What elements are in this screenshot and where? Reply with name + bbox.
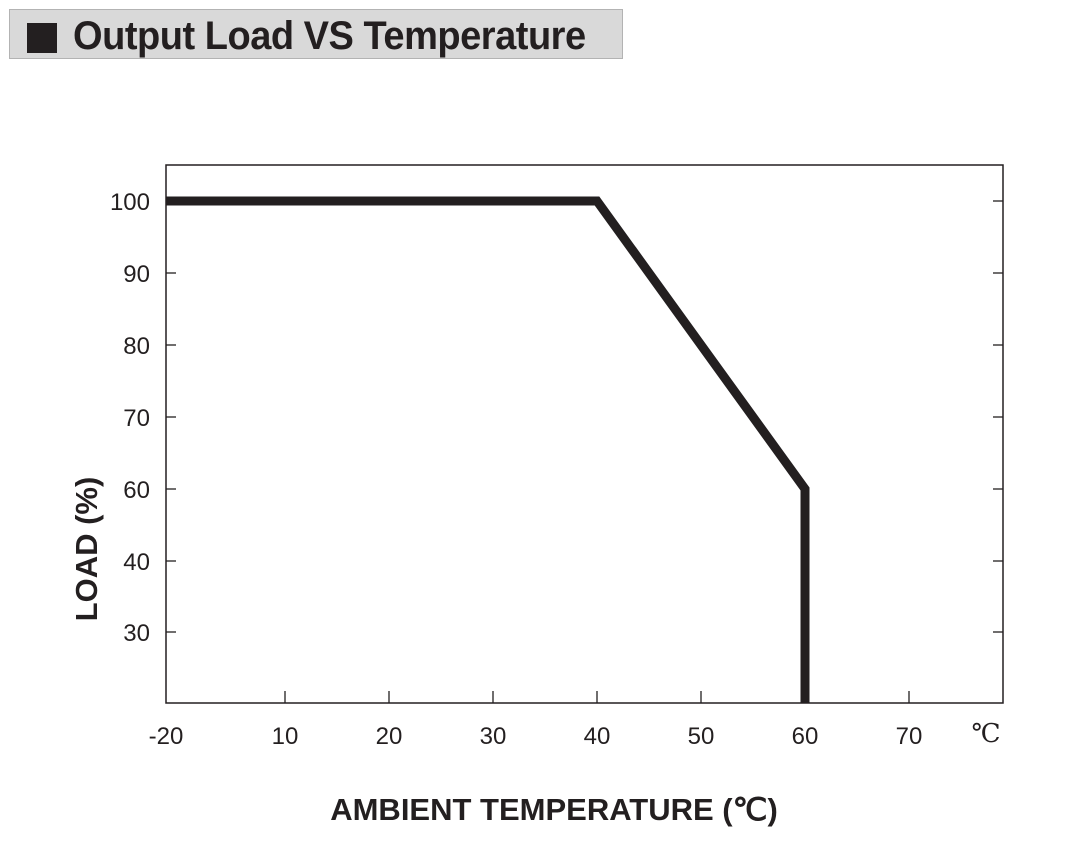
y-axis-title: LOAD (%) xyxy=(69,477,104,622)
y-tick-label: 70 xyxy=(123,405,150,432)
title-bar: Output Load VS Temperature xyxy=(9,9,623,59)
x-tick-label: 40 xyxy=(584,723,611,750)
x-axis-title: AMBIENT TEMPERATURE (℃) xyxy=(330,792,778,827)
x-tick-label: 20 xyxy=(376,723,403,750)
x-tick-label: 30 xyxy=(480,723,507,750)
x-unit-label: ℃ xyxy=(971,719,1000,749)
tick-labels-layer: -20 10 20 30 40 50 60 70 100 90 80 70 60 40 30 xyxy=(110,189,922,750)
y-tick-label: 40 xyxy=(123,549,150,576)
load-curve xyxy=(166,196,810,703)
x-tick-label: 50 xyxy=(688,723,715,750)
x-tick-label: 10 xyxy=(272,723,299,750)
y-tick-label: 90 xyxy=(123,261,150,288)
ticks-layer xyxy=(166,200,1003,703)
title-square-icon xyxy=(27,23,57,53)
x-tick-label: 70 xyxy=(896,723,923,750)
y-tick-label: 60 xyxy=(123,477,150,504)
y-tick-label: 30 xyxy=(123,620,150,647)
x-tick-label: 60 xyxy=(792,723,819,750)
plot-frame xyxy=(165,164,1004,704)
x-tick-label: -20 xyxy=(149,723,184,750)
y-tick-label: 100 xyxy=(110,189,150,216)
y-tick-label: 80 xyxy=(123,333,150,360)
chart-title: Output Load VS Temperature xyxy=(73,14,586,58)
